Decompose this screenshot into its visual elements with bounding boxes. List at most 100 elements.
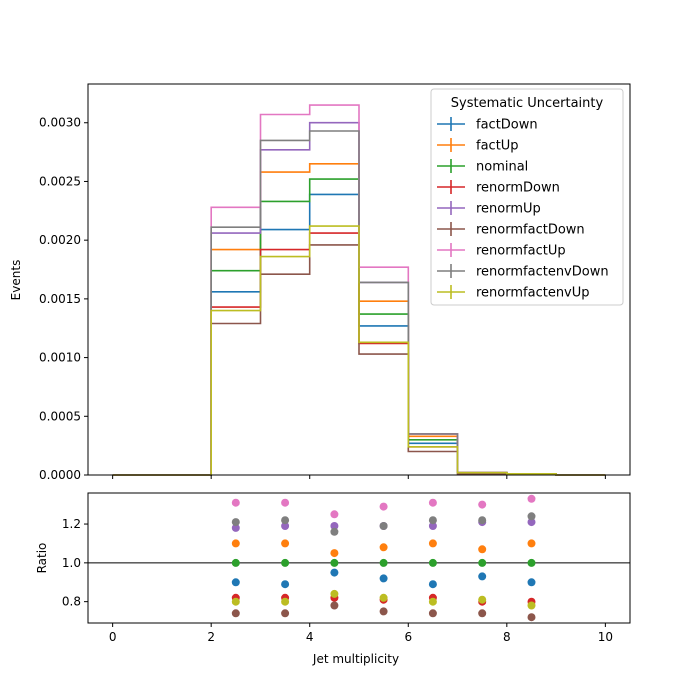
- ratio-point-factUp: [330, 549, 339, 558]
- x-tick-label: 8: [503, 630, 511, 644]
- ratio-point-renormfactDown: [330, 601, 339, 610]
- ratio-point-renormfactenvUp: [231, 597, 240, 606]
- x-tick-label: 4: [306, 630, 314, 644]
- legend-label: renormDown: [476, 181, 560, 196]
- ratio-point-renormfactenvDown: [428, 516, 437, 525]
- ratio-point-renormUp: [428, 522, 437, 530]
- legend-entry-renormfactenvUp: renormfactenvUp: [437, 285, 590, 301]
- ratio-point-renormfactUp: [527, 494, 536, 503]
- main-y-tick-label: 0.0020: [39, 233, 81, 247]
- ratio-point-renormfactDown: [527, 613, 536, 622]
- main-series-group: [112, 104, 606, 476]
- ratio-y-tick-label: 1.0: [62, 556, 81, 570]
- ratio-point-renormfactUp: [379, 502, 388, 511]
- main-x-ticks: [112, 475, 606, 479]
- ratio-point-renormfactenvUp: [478, 595, 487, 604]
- ratio-y-tick-label: 0.8: [62, 595, 81, 609]
- main-y-tick-label: 0.0015: [39, 292, 81, 306]
- legend-entry-factUp: factUp: [437, 138, 519, 154]
- ratio-point-renormfactDown: [379, 607, 388, 616]
- ratio-point-renormUp: [527, 518, 536, 527]
- ratio-point-renormfactenvDown: [379, 522, 388, 530]
- legend-label: renormUp: [476, 202, 541, 217]
- ratio-point-factUp: [231, 539, 240, 548]
- ratio-point-factDown: [379, 574, 388, 583]
- ratio-point-factDown: [527, 578, 536, 587]
- ratio-point-nominal: [478, 558, 487, 567]
- main-y-axis-label: Events: [9, 260, 23, 301]
- legend-entry-renormfactUp: renormfactUp: [437, 243, 566, 259]
- legend-entry-renormUp: renormUp: [437, 201, 541, 217]
- legend-frame: [430, 88, 624, 306]
- x-tick-label: 6: [404, 630, 412, 644]
- ratio-point-nominal: [281, 558, 290, 567]
- ratio-point-renormfactDown: [281, 609, 290, 618]
- ratio-point-factUp: [527, 539, 536, 548]
- ratio-point-renormfactDown: [478, 609, 487, 618]
- ratio-point-renormfactenvUp: [281, 597, 290, 606]
- ratio-points-group: [88, 494, 630, 622]
- ratio-y-axis-label: Ratio: [35, 543, 49, 574]
- main-y-tick-label: 0.0030: [39, 116, 81, 130]
- ratio-point-renormfactenvDown: [330, 527, 339, 536]
- legend-entry-renormfactenvDown: renormfactenvDown: [437, 264, 609, 280]
- ratio-point-nominal: [379, 558, 388, 567]
- ratio-plot-frame: [87, 492, 631, 624]
- x-tick-label: 10: [598, 630, 613, 644]
- ratio-point-renormfactUp: [281, 498, 290, 507]
- legend-label: renormfactenvDown: [476, 265, 609, 280]
- ratio-point-renormfactDown: [231, 609, 240, 618]
- ratio-point-renormfactenvUp: [527, 601, 536, 610]
- main-y-tick-label: 0.0005: [39, 409, 81, 423]
- main-y-ticks: 0.0000 0.0005 0.0010 0.0015 0.0020 0.0025 0.00…: [39, 116, 88, 482]
- legend-label: renormfactDown: [476, 223, 585, 238]
- legend-label: nominal: [476, 160, 528, 175]
- ratio-point-renormfactenvDown: [478, 516, 487, 525]
- legend-entries: factDown factUp nominal renormDown renormUp r…: [437, 117, 609, 301]
- legend-label: renormfactenvUp: [476, 286, 590, 301]
- ratio-x-ticks: 0 2 4 6 8 10: [109, 623, 613, 644]
- ratio-point-factDown: [231, 578, 240, 587]
- ratio-point-renormfactenvDown: [281, 516, 290, 525]
- ratio-point-factUp: [281, 539, 290, 548]
- ratio-point-renormfactenvDown: [231, 518, 240, 527]
- ratio-point-renormfactenvUp: [428, 597, 437, 606]
- legend-label: factDown: [476, 118, 538, 133]
- ratio-point-renormfactUp: [330, 510, 339, 519]
- ratio-point-renormfactenvDown: [527, 512, 536, 521]
- ratio-point-factDown: [330, 568, 339, 577]
- ratio-point-nominal: [428, 558, 437, 567]
- ratio-y-ticks: 0.8 1.0 1.2: [62, 517, 88, 609]
- legend: Systematic Uncertainty factDown factUp nom…: [430, 88, 624, 306]
- main-panel: 0.0000 0.0005 0.0010 0.0015 0.0020 0.0025 0.00…: [9, 83, 631, 482]
- main-y-tick-label: 0.0025: [39, 174, 81, 188]
- ratio-point-factUp: [428, 539, 437, 548]
- ratio-point-factDown: [478, 572, 487, 581]
- ratio-y-tick-label: 1.2: [62, 517, 81, 531]
- ratio-point-nominal: [330, 558, 339, 567]
- legend-label: factUp: [476, 139, 519, 154]
- legend-entry-factDown: factDown: [437, 117, 538, 133]
- ratio-point-renormUp: [330, 522, 339, 530]
- ratio-point-nominal: [231, 558, 240, 567]
- ratio-point-factUp: [478, 545, 487, 554]
- legend-title: Systematic Uncertainty: [451, 96, 604, 111]
- ratio-point-renormfactUp: [428, 498, 437, 507]
- ratio-point-renormfactDown: [428, 609, 437, 618]
- ratio-point-renormUp: [231, 523, 240, 532]
- ratio-point-nominal: [527, 558, 536, 567]
- ratio-point-renormfactUp: [231, 498, 240, 507]
- main-y-tick-label: 0.0010: [39, 351, 81, 365]
- ratio-point-renormUp: [281, 522, 290, 530]
- ratio-point-renormfactenvUp: [330, 589, 339, 598]
- legend-label: renormfactUp: [476, 244, 566, 259]
- main-plot-frame: [87, 83, 631, 476]
- ratio-point-factDown: [428, 580, 437, 589]
- ratio-point-factDown: [281, 580, 290, 589]
- x-tick-label: 0: [109, 630, 117, 644]
- legend-entry-renormDown: renormDown: [437, 180, 560, 196]
- ratio-point-renormfactenvUp: [379, 593, 388, 602]
- main-y-tick-label: 0.0000: [39, 468, 81, 482]
- x-tick-label: 2: [207, 630, 215, 644]
